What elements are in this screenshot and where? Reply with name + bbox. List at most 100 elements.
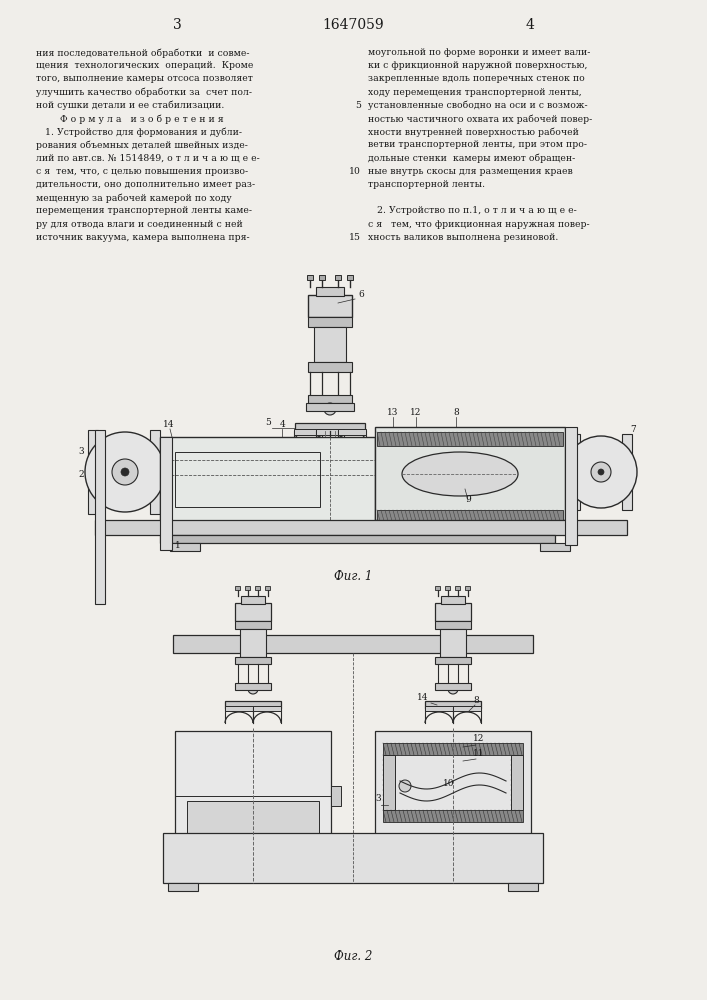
Bar	[377, 510, 563, 521]
Text: 6: 6	[358, 290, 363, 299]
Text: 4: 4	[525, 18, 534, 32]
Text: хности внутренней поверхностью рабочей: хности внутренней поверхностью рабочей	[368, 127, 579, 137]
Ellipse shape	[402, 452, 518, 496]
Text: источник вакуума, камера выполнена пря-: источник вакуума, камера выполнена пря-	[36, 233, 250, 242]
Text: ки с фрикционной наружной поверхностью,: ки с фрикционной наружной поверхностью,	[368, 61, 588, 70]
Circle shape	[598, 469, 604, 475]
Text: ностью частичного охвата их рабочей повер-: ностью частичного охвата их рабочей пове…	[368, 114, 592, 123]
Bar	[308, 362, 352, 372]
Bar	[308, 395, 352, 403]
Bar	[511, 755, 523, 810]
Bar	[331, 786, 341, 806]
Bar	[314, 327, 346, 362]
Bar	[435, 657, 471, 664]
Text: ходу перемещения транспортерной ленты,: ходу перемещения транспортерной ленты,	[368, 88, 582, 97]
Text: 10: 10	[349, 167, 361, 176]
Circle shape	[399, 780, 411, 792]
Bar	[295, 423, 365, 431]
Bar	[168, 883, 198, 891]
Text: 14: 14	[417, 693, 428, 702]
Text: 8: 8	[473, 696, 479, 705]
Bar	[540, 543, 570, 551]
Bar	[235, 657, 271, 664]
Bar	[187, 801, 319, 846]
Circle shape	[248, 684, 258, 694]
Bar	[316, 429, 344, 435]
Text: 12: 12	[473, 734, 484, 743]
Bar	[225, 706, 253, 711]
Text: 14: 14	[163, 420, 175, 429]
Bar	[435, 603, 471, 621]
Bar	[465, 586, 470, 590]
Bar	[508, 883, 538, 891]
Text: 10: 10	[443, 779, 455, 788]
Bar	[240, 629, 266, 657]
Bar	[225, 701, 281, 708]
Circle shape	[591, 462, 611, 482]
Text: 5: 5	[355, 101, 361, 110]
Bar	[241, 596, 265, 604]
Text: 8: 8	[453, 408, 459, 417]
Bar	[383, 743, 523, 755]
Bar	[319, 275, 325, 280]
Circle shape	[324, 403, 336, 415]
Bar	[383, 810, 523, 822]
Bar	[255, 586, 260, 590]
Bar	[316, 287, 344, 296]
Bar	[306, 403, 354, 411]
Circle shape	[112, 459, 138, 485]
Bar	[455, 586, 460, 590]
Bar	[88, 430, 98, 514]
Bar	[307, 275, 313, 280]
Text: ния последовательной обработки  и совме-: ния последовательной обработки и совме-	[36, 48, 250, 57]
Bar	[308, 317, 352, 327]
Text: Ф о р м у л а   и з о б р е т е н и я: Ф о р м у л а и з о б р е т е н и я	[36, 114, 223, 123]
Text: с я  тем, что, с целью повышения произво-: с я тем, что, с целью повышения произво-	[36, 167, 248, 176]
Text: 2: 2	[78, 470, 83, 479]
Bar	[266, 586, 271, 590]
Text: 5: 5	[265, 418, 271, 427]
Text: улучшить качество обработки за  счет пол-: улучшить качество обработки за счет пол-	[36, 88, 252, 97]
Text: щения  технологических  операций.  Кроме: щения технологических операций. Кроме	[36, 61, 253, 70]
Bar	[435, 683, 471, 690]
Bar	[235, 621, 271, 629]
Text: мещенную за рабочей камерой по ходу: мещенную за рабочей камерой по ходу	[36, 193, 232, 203]
Text: 9: 9	[465, 495, 471, 504]
Text: рования объемных деталей швейных изде-: рования объемных деталей швейных изде-	[36, 140, 248, 150]
Text: Фиг. 1: Фиг. 1	[334, 570, 372, 583]
Text: 1: 1	[175, 541, 181, 550]
Bar	[95, 430, 105, 604]
Text: дительности, оно дополнительно имеет раз-: дительности, оно дополнительно имеет раз…	[36, 180, 255, 189]
Bar	[173, 635, 533, 653]
Text: 7: 7	[630, 425, 636, 434]
Text: ру для отвода влаги и соединенный с ней: ру для отвода влаги и соединенный с ней	[36, 220, 243, 229]
Text: 3: 3	[78, 447, 83, 456]
Text: дольные стенки  камеры имеют обращен-: дольные стенки камеры имеют обращен-	[368, 154, 575, 163]
Circle shape	[121, 468, 129, 476]
Text: 4: 4	[280, 420, 286, 429]
Text: 1. Устройство для формования и дубли-: 1. Устройство для формования и дубли-	[36, 127, 242, 137]
Bar	[622, 434, 632, 510]
Bar	[435, 621, 471, 629]
Text: 3: 3	[173, 18, 182, 32]
Bar	[565, 427, 577, 545]
Bar	[253, 706, 281, 711]
Bar	[294, 429, 322, 435]
Text: 2. Устройство по п.1, о т л и ч а ю щ е е-: 2. Устройство по п.1, о т л и ч а ю щ е …	[368, 206, 577, 215]
Bar	[95, 520, 627, 535]
Bar	[175, 452, 320, 507]
Bar	[175, 731, 331, 861]
Bar	[245, 586, 250, 590]
Circle shape	[448, 684, 458, 694]
Bar	[335, 275, 341, 280]
Text: транспортерной ленты.: транспортерной ленты.	[368, 180, 485, 189]
Text: установленные свободно на оси и с возмож-: установленные свободно на оси и с возмож…	[368, 101, 588, 110]
Bar	[160, 437, 172, 550]
Bar	[425, 701, 481, 708]
Text: ные внутрь скосы для размещения краев: ные внутрь скосы для размещения краев	[368, 167, 573, 176]
Text: 15: 15	[349, 233, 361, 242]
Text: закрепленные вдоль поперечных стенок по: закрепленные вдоль поперечных стенок по	[368, 74, 585, 83]
Bar	[160, 535, 555, 543]
Bar	[445, 586, 450, 590]
Bar	[425, 706, 453, 711]
